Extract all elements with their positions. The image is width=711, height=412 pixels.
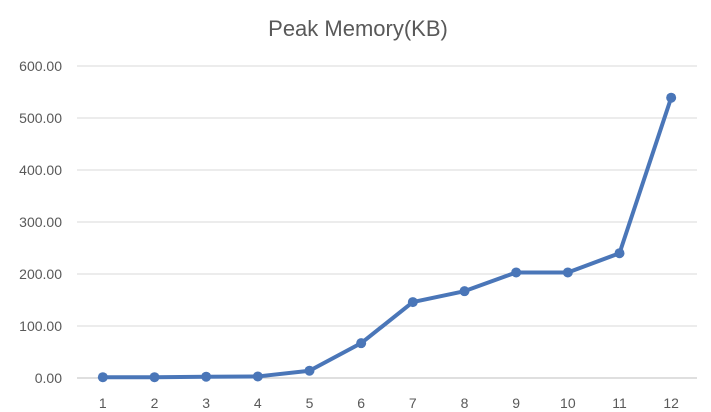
y-tick-label: 400.00: [19, 162, 62, 178]
y-tick-label: 500.00: [19, 110, 62, 126]
y-tick-label: 600.00: [19, 58, 62, 74]
data-point: [407, 297, 418, 308]
series-layer: [97, 92, 677, 383]
x-axis-ticks: 1 2 3 4 5 6 7 8 9 10 11 12: [99, 395, 679, 411]
gridlines: [77, 65, 697, 379]
x-tick-label: 5: [306, 395, 314, 411]
data-point: [356, 338, 367, 349]
y-tick-label: 0.00: [35, 370, 62, 386]
data-point: [511, 267, 522, 278]
y-tick-label: 100.00: [19, 318, 62, 334]
data-point: [149, 372, 160, 383]
x-tick-label: 6: [357, 395, 365, 411]
x-tick-label: 12: [663, 395, 679, 411]
data-point: [252, 371, 263, 382]
x-tick-label: 7: [409, 395, 417, 411]
x-tick-label: 11: [612, 395, 627, 411]
y-tick-label: 300.00: [19, 214, 62, 230]
x-tick-label: 1: [99, 395, 107, 411]
data-point: [201, 371, 212, 382]
data-point: [562, 267, 573, 278]
data-point: [614, 248, 625, 259]
x-tick-label: 10: [560, 395, 576, 411]
data-point: [666, 92, 677, 103]
x-tick-label: 3: [202, 395, 210, 411]
x-tick-label: 9: [512, 395, 520, 411]
x-tick-label: 4: [254, 395, 262, 411]
data-point: [97, 372, 108, 383]
y-tick-label: 200.00: [19, 266, 62, 282]
chart-title: Peak Memory(KB): [268, 16, 448, 41]
y-axis-ticks: 0.00 100.00 200.00 300.00 400.00 500.00 600.00: [19, 58, 62, 386]
x-tick-label: 2: [151, 395, 159, 411]
data-point: [304, 365, 315, 376]
series-line: [100, 95, 674, 380]
data-point: [459, 286, 470, 297]
x-tick-label: 8: [461, 395, 469, 411]
